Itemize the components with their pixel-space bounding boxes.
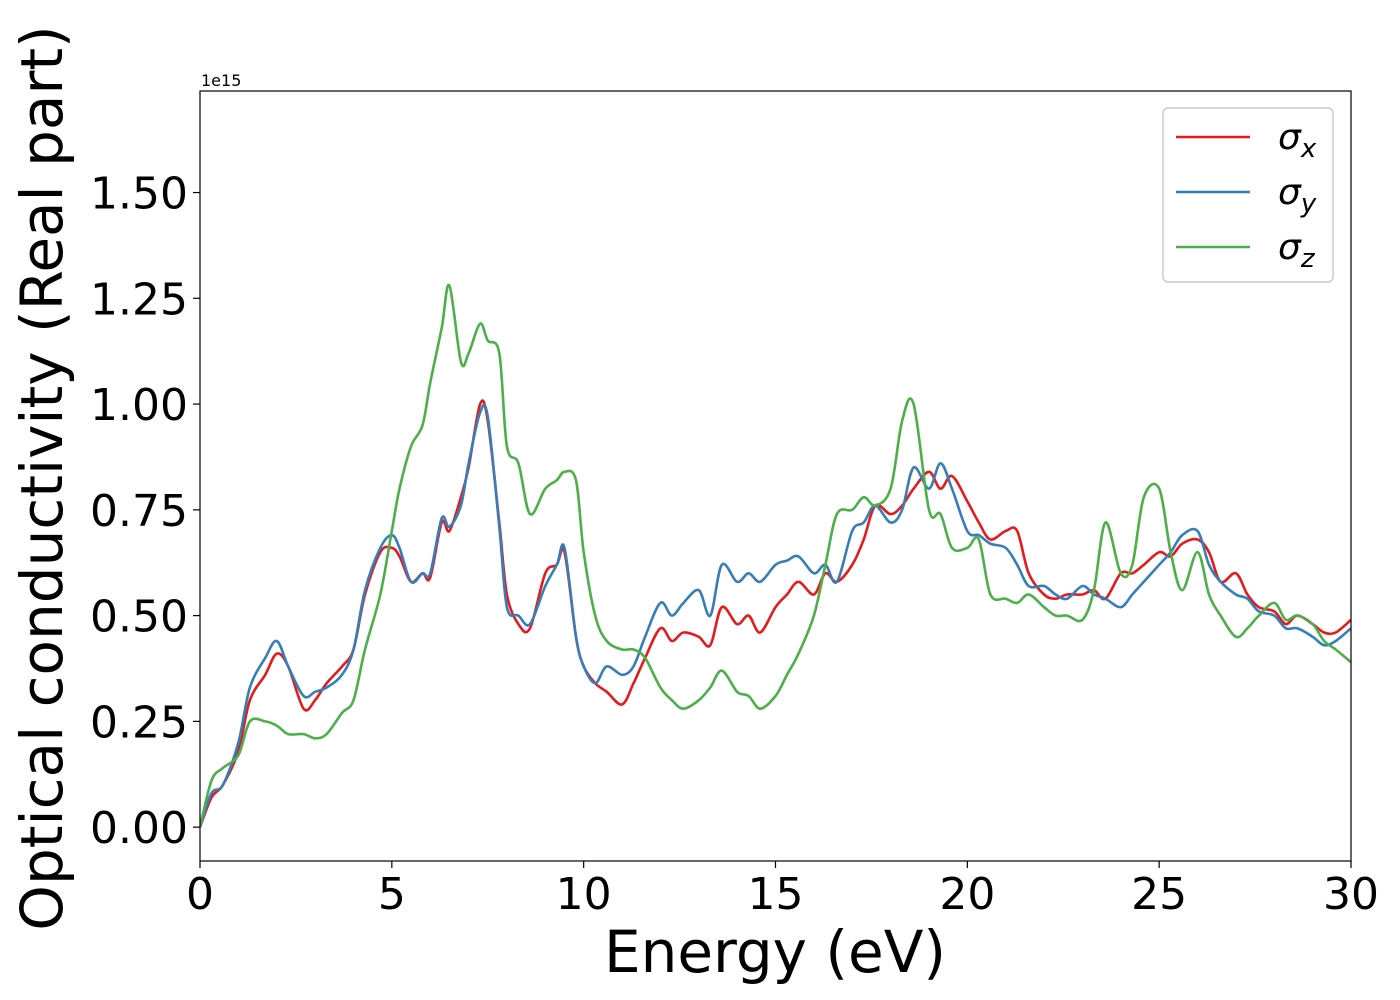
y-axis-title: Optical conductivity (Real part) — [8, 25, 76, 930]
y-tick-label: 0.75 — [90, 486, 188, 537]
x-axis: 0 5 10 15 20 25 30 — [186, 861, 1379, 920]
y-tick-label: 1.50 — [90, 169, 188, 220]
x-tick-label: 30 — [1323, 869, 1379, 920]
x-axis-title: Energy (eV) — [604, 918, 946, 986]
x-tick-label: 25 — [1131, 869, 1187, 920]
y-tick-label: 0.00 — [90, 803, 188, 854]
y-axis: 0.00 0.25 0.50 0.75 1.00 1.25 1.50 — [90, 169, 200, 854]
series-line-x — [200, 399, 1351, 828]
x-tick-label: 15 — [748, 869, 804, 920]
series-line-y — [200, 403, 1351, 828]
legend-frame — [1162, 107, 1334, 283]
x-tick-label: 20 — [939, 869, 995, 920]
y-tick-label: 1.25 — [90, 274, 188, 325]
x-tick-label: 10 — [556, 869, 612, 920]
x-tick-label: 0 — [186, 869, 214, 920]
y-tick-label: 1.00 — [90, 380, 188, 431]
series-lines — [200, 283, 1351, 828]
y-tick-label: 0.25 — [90, 697, 188, 748]
x-tick-label: 5 — [378, 869, 406, 920]
y-offset-text: 1e15 — [201, 71, 241, 90]
y-tick-label: 0.50 — [90, 592, 188, 643]
series-line-z — [200, 283, 1351, 828]
